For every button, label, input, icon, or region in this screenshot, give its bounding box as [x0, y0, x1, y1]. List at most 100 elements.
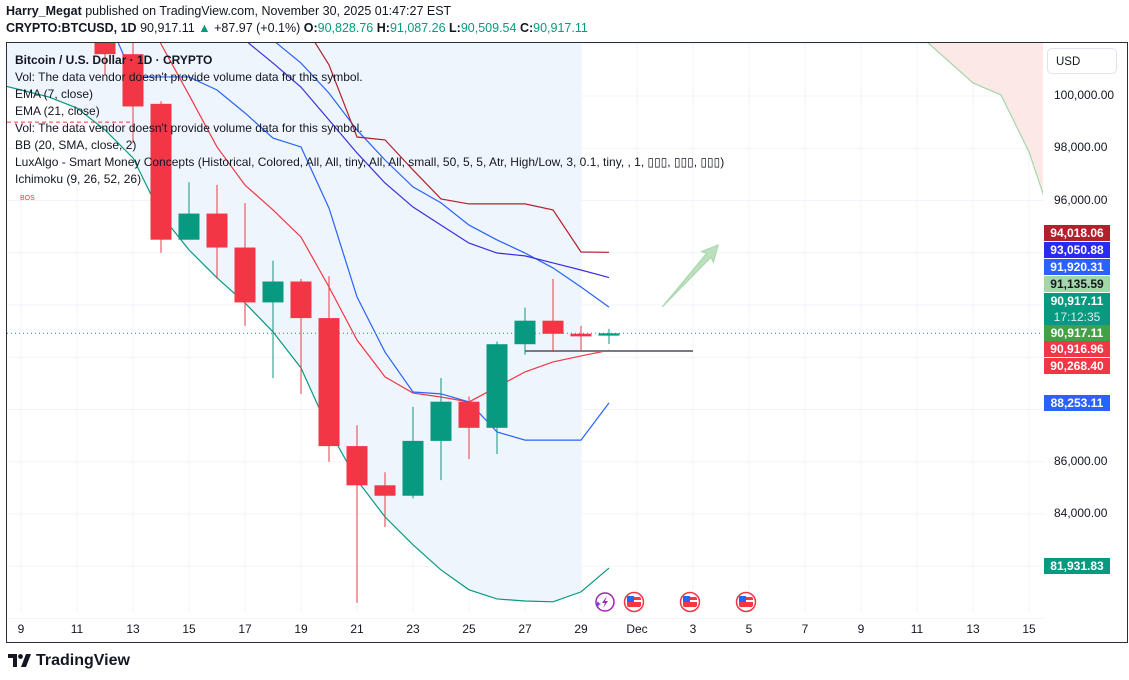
price-label-text: 90,917.11	[1050, 326, 1104, 340]
flag-canton	[683, 596, 690, 602]
candle-down	[346, 425, 368, 603]
publish-info: Harry_Megat published on TradingView.com…	[6, 4, 451, 18]
us-flag-icon	[735, 591, 757, 613]
legend-symbol-title[interactable]: Bitcoin / U.S. Dollar · 1D · CRYPTO	[15, 53, 213, 67]
candle-up	[262, 260, 284, 379]
candle-body	[178, 213, 200, 240]
indicator-line	[159, 43, 610, 403]
lightning-bolt	[602, 596, 608, 608]
time-tick-label: 7	[802, 622, 809, 636]
ohlc-header: CRYPTO:BTCUSD, 1D 90,917.11 ▲ +87.97 (+0…	[6, 21, 588, 35]
price-label-text: 90,917.11	[1050, 294, 1104, 308]
time-tick-label: 13	[126, 622, 140, 636]
candle-body	[430, 401, 452, 441]
legend-luxalgo-smc[interactable]: LuxAlgo - Smart Money Concepts (Historic…	[15, 155, 725, 169]
candle-down	[318, 276, 340, 462]
price-label-close: 90,917.11	[1044, 325, 1110, 341]
high-label: H:	[376, 21, 390, 35]
legend-volume-1[interactable]: Vol: The data vendor doesn't provide vol…	[15, 70, 363, 84]
sparkle	[595, 601, 601, 607]
price-label-last: 90,917.11 17:12:35	[1044, 293, 1110, 325]
price-tick-label: 84,000.00	[1054, 506, 1108, 521]
candle-down	[206, 184, 228, 279]
price-label-ema21: 93,050.88	[1044, 242, 1110, 258]
price-change: +87.97 (+0.1%)	[214, 21, 301, 35]
time-tick-label: 11	[911, 622, 924, 636]
time-tick-label: 9	[18, 622, 25, 636]
tradingview-logo[interactable]: TradingView	[8, 652, 130, 670]
candle-body	[598, 333, 620, 336]
time-tick-label: 3	[690, 622, 697, 636]
price-label-bb-lower: 88,253.11	[1044, 395, 1110, 411]
candle-body	[570, 333, 592, 337]
price-label-bb-upper: 91,920.31	[1044, 259, 1110, 275]
price-label-kijun: 94,018.06	[1044, 225, 1110, 241]
price-label-text: 88,253.11	[1050, 396, 1104, 410]
legend-ema-21[interactable]: EMA (21, close)	[15, 104, 100, 118]
price-label-lagging: 81,931.83	[1044, 558, 1110, 574]
drawings	[7, 121, 1043, 352]
legend-ema-7[interactable]: EMA (7, close)	[15, 87, 94, 101]
candle-down	[374, 472, 396, 528]
legend-volume-2[interactable]: Vol: The data vendor doesn't provide vol…	[15, 121, 363, 135]
price-label-text: 81,931.83	[1050, 559, 1104, 573]
candle-body	[542, 320, 564, 334]
candle-body	[150, 103, 172, 240]
time-tick-label: Dec	[626, 622, 647, 636]
candles	[94, 43, 620, 603]
candle-down	[150, 101, 172, 253]
candle-body	[206, 213, 228, 248]
ichimoku-cloud-fill	[917, 43, 1043, 235]
time-axis[interactable]: 9 11 13 15 17 19 21 23 25 27 29 Dec 3 5 7 9 11 13 15	[18, 622, 1036, 636]
time-tick-label: 15	[182, 622, 196, 636]
currency-button[interactable]: USD	[1047, 48, 1117, 74]
price-label-text: 90,916.96	[1050, 342, 1104, 356]
symbol-interval: CRYPTO:BTCUSD, 1D	[6, 21, 137, 35]
time-tick-label: 23	[406, 622, 420, 636]
time-tick-label: 19	[294, 622, 308, 636]
candle-down	[122, 43, 144, 144]
price-tick-label: 96,000.00	[1054, 192, 1108, 207]
low-value: 90,509.54	[460, 21, 517, 35]
candle-body	[262, 281, 284, 303]
candle-up	[486, 341, 508, 454]
candle-body	[234, 247, 256, 303]
price-label-text: 94,018.06	[1050, 226, 1104, 240]
high-value: 91,087.26	[389, 21, 446, 35]
legend-ichimoku[interactable]: Ichimoku (9, 26, 52, 26)	[15, 172, 142, 186]
indicator-line	[927, 43, 1043, 196]
author-name[interactable]: Harry_Megat	[6, 4, 82, 18]
flag-canton	[627, 596, 634, 602]
candle-body	[374, 485, 396, 496]
candle-up	[178, 182, 200, 240]
time-tick-label: 17	[238, 622, 252, 636]
open-label: O:	[303, 21, 318, 35]
candle-body	[458, 401, 480, 428]
price-label-text: 93,050.88	[1050, 243, 1104, 257]
time-tick-label: 9	[858, 622, 865, 636]
indicator-line	[247, 43, 610, 279]
candle-body	[486, 344, 508, 428]
close-label: C:	[519, 21, 534, 35]
price-tick-label: 100,000.00	[1054, 88, 1115, 102]
price-label-ema7: 90,268.40	[1044, 358, 1110, 374]
candle-body	[290, 281, 312, 319]
time-tick-label: 13	[966, 622, 980, 636]
bos-label: BOS	[20, 195, 35, 202]
candle-up	[430, 378, 452, 481]
candle-body	[94, 43, 116, 55]
us-flag-icon	[623, 591, 645, 613]
time-tick-label: 5	[746, 622, 753, 636]
candle-body	[514, 320, 536, 345]
candle-up	[402, 406, 424, 499]
candle-body	[402, 440, 424, 496]
price-label-text: 91,920.31	[1050, 260, 1104, 274]
price-label-text: 90,268.40	[1050, 359, 1104, 373]
close-value: 90,917.11	[533, 21, 588, 35]
price-label-text: 91,135.59	[1050, 277, 1104, 291]
time-tick-label: 15	[1022, 622, 1036, 636]
flag-canton	[739, 596, 746, 602]
price-tick-label: 98,000.00	[1054, 140, 1108, 155]
legend-bollinger[interactable]: BB (20, SMA, close, 2)	[15, 138, 137, 152]
